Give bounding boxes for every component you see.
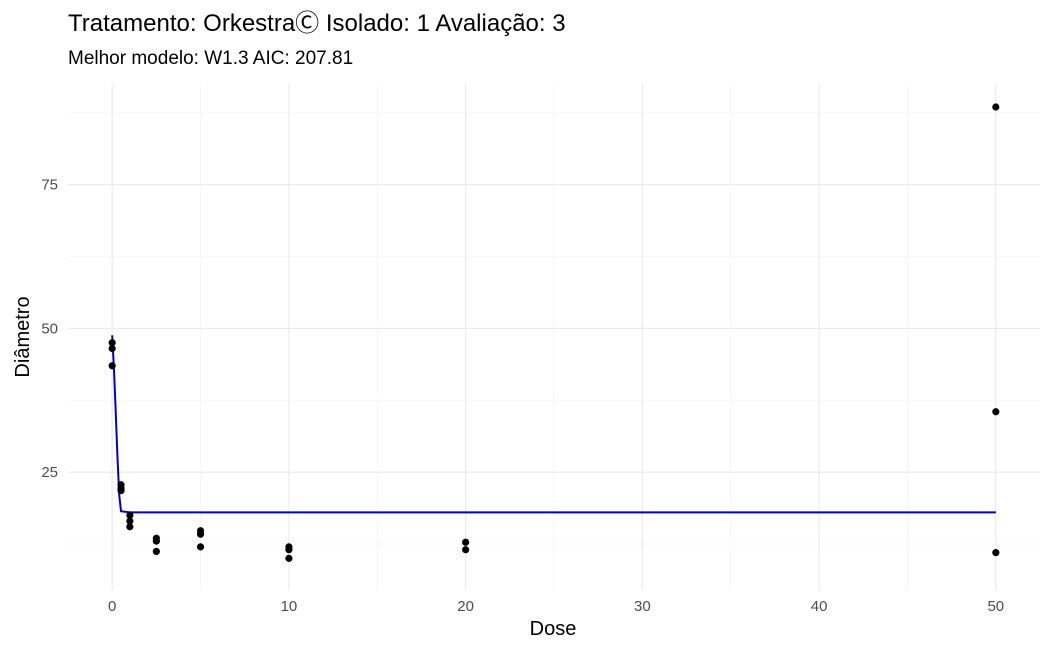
- y-axis-ticks: 25 50 75: [41, 177, 58, 482]
- fitted-curve-layer: [111, 335, 996, 514]
- data-point: [196, 530, 205, 538]
- y-tick-label: 50: [41, 320, 58, 337]
- fitted-curve: [111, 335, 996, 514]
- chart-title: Tratamento: OrkestraⒸ Isolado: 1 Avaliaç…: [68, 10, 566, 37]
- data-point: [126, 523, 134, 531]
- x-axis-ticks: 0 10 20 30 40 50: [108, 598, 1004, 615]
- data-point: [108, 339, 116, 347]
- data-point: [462, 538, 470, 546]
- x-tick-label: 40: [811, 598, 828, 615]
- data-point: [992, 549, 1000, 557]
- data-point: [462, 546, 470, 554]
- data-point: [117, 486, 125, 495]
- data-point: [285, 546, 293, 554]
- x-tick-label: 20: [457, 598, 474, 615]
- data-point: [108, 362, 116, 370]
- x-tick-label: 10: [281, 598, 298, 615]
- data-point: [992, 408, 1000, 416]
- data-point: [152, 537, 160, 545]
- x-tick-label: 50: [987, 598, 1004, 615]
- data-point: [108, 344, 116, 353]
- y-tick-label: 25: [41, 464, 58, 481]
- x-tick-label: 0: [108, 598, 116, 615]
- data-points-layer: [108, 103, 1000, 562]
- data-point: [152, 547, 160, 556]
- minor-grid: [68, 84, 1040, 590]
- data-point: [126, 517, 134, 525]
- data-point: [285, 554, 293, 562]
- x-axis-title: Dose: [530, 618, 577, 640]
- y-tick-label: 75: [41, 177, 58, 194]
- data-point: [126, 511, 134, 519]
- data-point: [992, 103, 1000, 111]
- y-axis-title: Diâmetro: [12, 296, 34, 377]
- data-point: [196, 543, 205, 551]
- x-tick-label: 30: [634, 598, 651, 615]
- major-grid: [68, 84, 1040, 590]
- chart-subtitle: Melhor modelo: W1.3 AIC: 207.81: [68, 48, 353, 69]
